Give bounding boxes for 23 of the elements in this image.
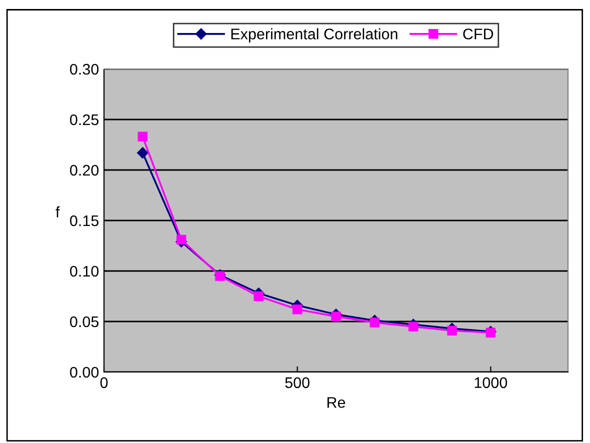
point (138, 132, 148, 142)
x-tick-label: 0 (100, 377, 108, 388)
y-tick-label: 0.10 (70, 266, 99, 277)
x-axis-title: Re (327, 397, 346, 408)
y-axis-title: f (56, 206, 60, 218)
point (137, 147, 148, 158)
x-tick-label: 1000 (474, 377, 508, 388)
y-tick-label: 0.00 (70, 366, 99, 378)
x-tick-label: 500 (285, 377, 310, 388)
point (408, 322, 418, 332)
legend-label: Experimental Correlation (231, 28, 398, 42)
point (254, 291, 264, 302)
point (447, 326, 457, 336)
point (292, 304, 302, 314)
y-tick-label: 0.30 (70, 64, 99, 75)
y-tick-label: 0.05 (70, 316, 98, 328)
y-tick-label: 0.15 (70, 215, 98, 226)
point (370, 318, 380, 328)
y-tick-label: 0.25 (70, 114, 98, 126)
y-tick-label: 0.20 (70, 164, 99, 176)
legend-label: CFD (463, 28, 494, 40)
point (331, 312, 341, 322)
point (176, 234, 186, 245)
